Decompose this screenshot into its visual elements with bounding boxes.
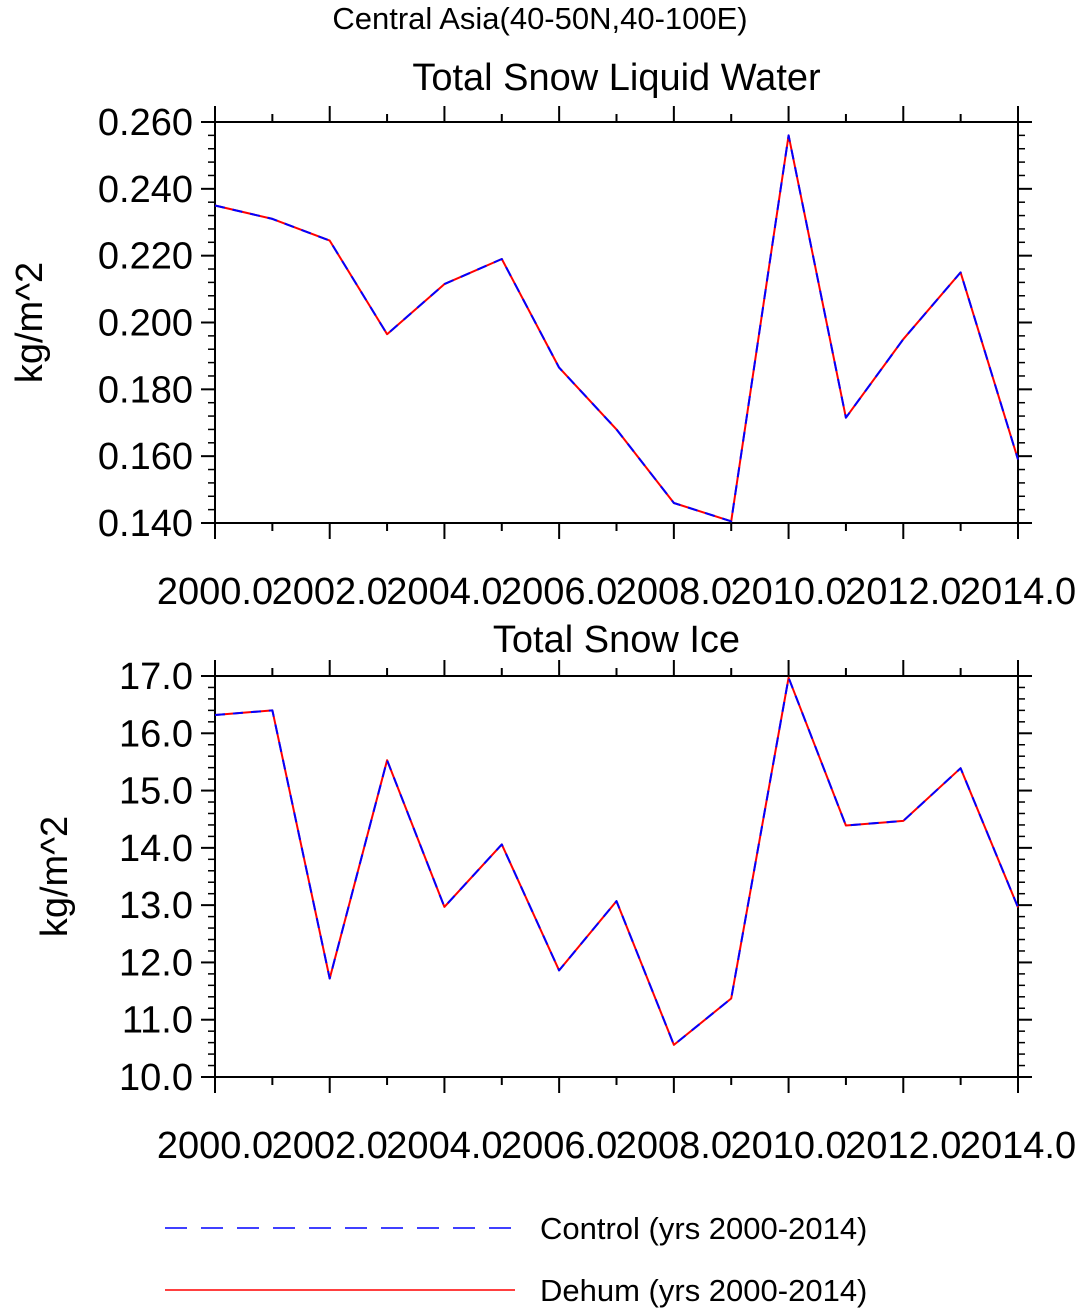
x-tick-label: 2008.0 (616, 1125, 732, 1167)
chart-title: Total Snow Ice (493, 619, 740, 661)
series-line-dehum (214, 134, 1019, 523)
plot-frame (214, 121, 1019, 524)
y-tick-label: 15.0 (119, 771, 193, 813)
y-tick-label: 0.220 (98, 236, 193, 278)
legend-label-dehum: Dehum (yrs 2000-2014) (540, 1273, 867, 1308)
y-tick-label: 0.160 (98, 436, 193, 478)
chart-panels: Total Snow Liquid Water kg/m^2 0.140 0.160 0… (9, 57, 1076, 1167)
x-tick-label: 2012.0 (845, 1125, 961, 1167)
legend-label-control: Control (yrs 2000-2014) (540, 1211, 867, 1246)
series-line-control (214, 676, 1019, 1046)
series-line-control (214, 134, 1019, 523)
plot-frame (214, 675, 1019, 1078)
chart-panel-2: Total Snow Ice kg/m^2 10.0 11.0 12.0 13.0 14.0… (34, 619, 1076, 1167)
x-tick-label: 2002.0 (272, 571, 388, 613)
x-tick-label: 2010.0 (730, 571, 846, 613)
y-axis-label: kg/m^2 (9, 262, 51, 383)
x-tick-label: 2004.0 (386, 571, 502, 613)
x-tick-label: 2012.0 (845, 571, 961, 613)
x-tick-label: 2014.0 (960, 571, 1076, 613)
y-tick-label: 12.0 (119, 942, 193, 984)
x-tick-label: 2006.0 (501, 571, 617, 613)
x-tick-label: 2014.0 (960, 1125, 1076, 1167)
series-line-dehum (214, 676, 1019, 1046)
x-tick-label: 2008.0 (616, 571, 732, 613)
y-tick-label: 0.180 (98, 369, 193, 411)
x-tick-label: 2004.0 (386, 1125, 502, 1167)
y-tick-label: 0.200 (98, 303, 193, 345)
y-tick-label: 16.0 (119, 713, 193, 755)
y-tick-label: 14.0 (119, 828, 193, 870)
y-tick-label: 11.0 (122, 1000, 193, 1042)
chart-panel-1: Total Snow Liquid Water kg/m^2 0.140 0.160 0… (9, 57, 1076, 613)
y-tick-label: 0.240 (98, 169, 193, 211)
x-tick-label: 2000.0 (157, 571, 273, 613)
y-tick-label: 0.140 (98, 503, 193, 545)
x-tick-label: 2000.0 (157, 1125, 273, 1167)
x-tick-label: 2006.0 (501, 1125, 617, 1167)
chart-title: Total Snow Liquid Water (412, 57, 821, 99)
x-tick-label: 2002.0 (272, 1125, 388, 1167)
y-tick-label: 13.0 (119, 885, 193, 927)
x-tick-label: 2010.0 (730, 1125, 846, 1167)
legend: Control (yrs 2000-2014) Dehum (yrs 2000-2… (165, 1211, 867, 1308)
y-tick-label: 10.0 (119, 1057, 193, 1099)
y-tick-label: 17.0 (119, 656, 193, 698)
y-tick-label: 0.260 (98, 102, 193, 144)
figure-title: Central Asia(40-50N,40-100E) (332, 1, 747, 36)
y-axis-label: kg/m^2 (34, 816, 76, 937)
